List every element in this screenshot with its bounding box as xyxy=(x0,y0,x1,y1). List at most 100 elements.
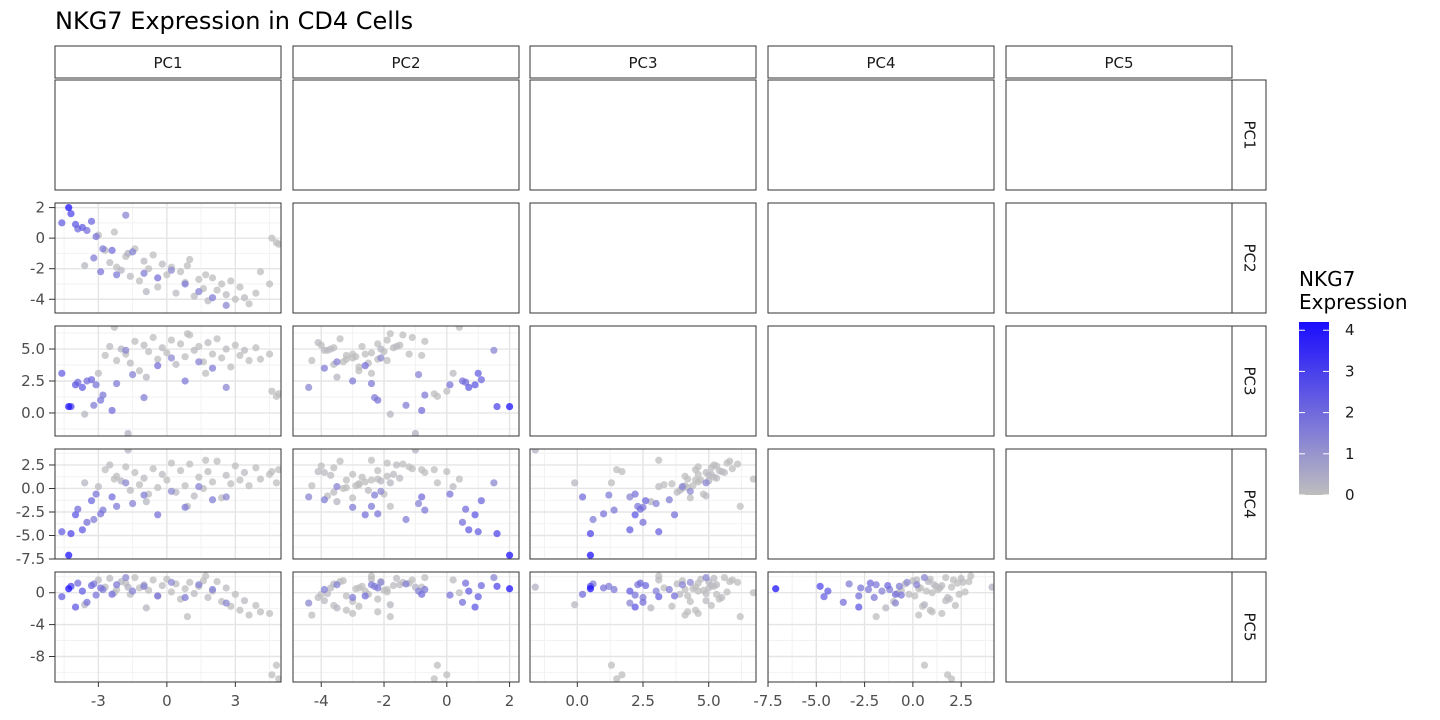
data-point xyxy=(882,604,890,612)
data-point xyxy=(684,608,692,616)
data-point xyxy=(106,574,114,582)
data-point xyxy=(167,336,176,344)
data-point xyxy=(418,493,426,501)
strip-top-label-pc2: PC2 xyxy=(391,54,420,72)
data-point xyxy=(578,590,587,598)
data-point xyxy=(371,491,379,499)
x-tick-label-pc4: 2.5 xyxy=(949,692,973,710)
panel-border xyxy=(292,448,520,560)
data-point xyxy=(586,551,595,559)
data-point xyxy=(462,579,470,587)
x-tick-label-pc1: 3 xyxy=(231,692,241,710)
data-point xyxy=(218,280,226,288)
data-point xyxy=(74,505,82,513)
data-point xyxy=(949,576,958,584)
strip-top-pc5 xyxy=(1005,45,1233,79)
data-point xyxy=(163,476,171,484)
data-point xyxy=(268,234,276,242)
y-tick-label-pc3: 2.5 xyxy=(21,372,45,390)
data-point xyxy=(308,356,316,365)
data-point xyxy=(349,593,357,602)
data-point xyxy=(490,346,498,354)
data-point xyxy=(897,591,905,599)
data-point xyxy=(349,377,357,385)
data-point xyxy=(71,381,80,389)
x-tick-label-pc1: -3 xyxy=(91,692,106,710)
data-point xyxy=(702,597,710,605)
panel-plot-area xyxy=(293,326,519,436)
data-point xyxy=(58,219,66,227)
data-point xyxy=(167,487,176,495)
data-point xyxy=(361,592,369,600)
legend-tick-label: 2 xyxy=(1345,404,1355,422)
data-point xyxy=(222,345,230,353)
data-point xyxy=(158,470,166,478)
data-point xyxy=(361,478,369,486)
strip-top-pc4 xyxy=(767,45,995,79)
data-point xyxy=(113,502,121,510)
data-point xyxy=(275,675,281,682)
data-point xyxy=(195,275,203,283)
data-point xyxy=(113,379,121,388)
data-point xyxy=(586,530,595,538)
panel-border xyxy=(529,325,757,437)
data-point xyxy=(707,601,715,610)
data-point xyxy=(275,466,281,474)
data-point xyxy=(218,354,226,362)
x-tick-label-pc2: -4 xyxy=(314,692,329,710)
data-point xyxy=(433,661,441,669)
data-point xyxy=(736,613,744,621)
data-point xyxy=(126,486,134,494)
data-point xyxy=(245,611,253,619)
data-point xyxy=(92,591,100,599)
data-point xyxy=(377,487,385,495)
panel-plot-area xyxy=(293,572,519,682)
data-point xyxy=(618,671,626,679)
data-point xyxy=(342,592,350,600)
data-point xyxy=(493,530,501,538)
data-point xyxy=(383,472,391,480)
data-point xyxy=(951,601,959,610)
data-point xyxy=(911,592,919,600)
data-point xyxy=(377,354,385,362)
data-point xyxy=(87,217,96,225)
panel-pc5-vs-pc3 xyxy=(529,571,757,683)
data-point xyxy=(140,474,148,482)
data-point xyxy=(443,387,451,395)
data-point xyxy=(204,467,212,476)
data-point xyxy=(342,606,350,614)
data-point xyxy=(101,351,109,360)
data-point xyxy=(458,598,467,606)
data-point xyxy=(414,499,423,508)
data-point xyxy=(78,383,86,391)
data-point xyxy=(613,466,621,474)
data-point xyxy=(140,269,148,277)
x-tick-label-pc2: -2 xyxy=(377,692,392,710)
data-point xyxy=(455,326,463,331)
data-point xyxy=(131,468,139,477)
data-point xyxy=(129,371,137,379)
data-point xyxy=(333,373,341,381)
data-point xyxy=(443,671,451,679)
data-point xyxy=(222,584,230,592)
panel-border xyxy=(54,202,282,314)
data-point xyxy=(240,597,249,605)
x-tick-label-pc4: -5.0 xyxy=(802,692,831,710)
data-point xyxy=(275,390,281,398)
data-point xyxy=(97,396,105,404)
data-point xyxy=(421,573,429,582)
data-point xyxy=(131,337,139,345)
data-point xyxy=(367,456,376,464)
data-point xyxy=(361,350,369,358)
data-point xyxy=(446,591,454,599)
data-point xyxy=(878,587,886,595)
data-point xyxy=(236,351,244,360)
panel-pc2-vs-pc5 xyxy=(1005,202,1233,314)
data-point xyxy=(610,506,618,514)
data-point xyxy=(605,491,613,499)
panel-border xyxy=(767,202,995,314)
data-point xyxy=(465,526,473,534)
data-point xyxy=(462,505,470,513)
data-point xyxy=(839,598,847,606)
panel-pc1-vs-pc2 xyxy=(292,79,520,191)
